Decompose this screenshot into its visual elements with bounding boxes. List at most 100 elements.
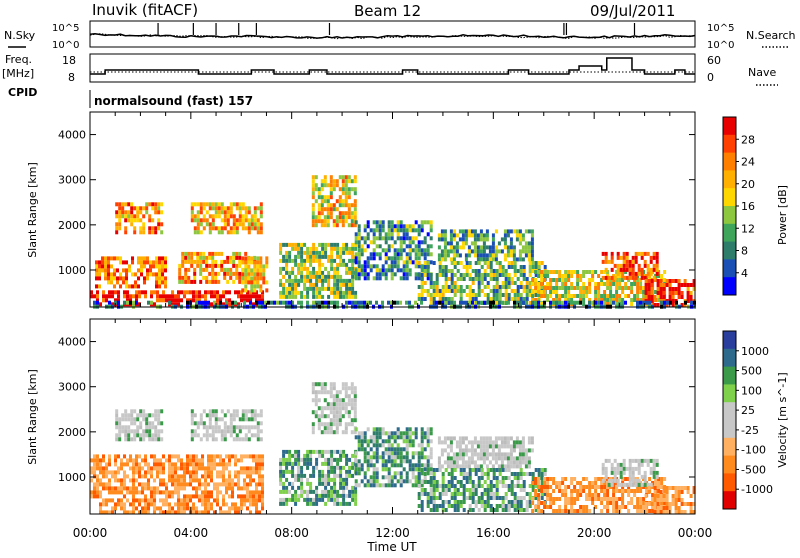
heatmap-cell — [108, 482, 111, 486]
heatmap-cell — [457, 492, 460, 496]
heatmap-cell — [513, 301, 516, 305]
heatmap-cell — [318, 215, 321, 219]
heatmap-cell — [351, 454, 354, 458]
heatmap-cell — [141, 290, 144, 294]
heatmap-cell — [585, 290, 588, 294]
heatmap-cell — [174, 482, 177, 486]
heatmap-cell — [254, 417, 257, 421]
heatmap-cell — [115, 222, 118, 226]
heatmap-cell — [630, 298, 633, 302]
heatmap-cell — [306, 458, 309, 462]
heatmap-cell — [249, 482, 252, 486]
heatmap-cell — [528, 440, 531, 444]
heatmap-cell — [238, 252, 241, 256]
heatmap-cell — [486, 233, 489, 237]
heatmap-cell — [564, 501, 567, 505]
heatmap-cell — [214, 280, 217, 284]
heatmap-cell — [210, 478, 213, 482]
heatmap-cell — [475, 261, 478, 265]
heatmap-cell — [247, 276, 250, 280]
heatmap-cell — [561, 477, 564, 481]
heatmap-cell — [438, 301, 441, 305]
heatmap-cell — [122, 268, 125, 272]
heatmap-cell — [516, 229, 519, 233]
heatmap-cell — [218, 202, 221, 206]
heatmap-cell — [520, 265, 523, 269]
heatmap-cell — [436, 281, 439, 285]
heatmap-cell — [391, 220, 394, 224]
heatmap-cell — [681, 295, 684, 299]
heatmap-cell — [454, 508, 457, 512]
heatmap-cell — [178, 268, 181, 272]
heatmap-cell — [639, 489, 642, 493]
heatmap-cell — [342, 211, 345, 215]
heatmap-cell — [513, 245, 516, 249]
heatmap-cell — [444, 460, 447, 464]
heatmap-cell — [480, 440, 483, 444]
heatmap-cell — [382, 439, 385, 443]
heatmap-cell — [591, 501, 594, 505]
heatmap-cell — [236, 222, 239, 226]
heatmap-cell — [303, 275, 306, 279]
heatmap-cell — [615, 505, 618, 509]
heatmap-cell — [358, 244, 361, 248]
heatmap-cell — [194, 230, 197, 234]
heatmap-cell — [130, 421, 133, 425]
heatmap-cell — [480, 233, 483, 237]
heatmap-cell — [561, 274, 564, 278]
heatmap-cell — [154, 437, 157, 441]
heatmap-cell — [635, 252, 638, 256]
heatmap-cell — [187, 280, 190, 284]
heatmap-cell — [306, 494, 309, 498]
heatmap-cell — [348, 179, 351, 183]
heatmap-cell — [144, 506, 147, 510]
heatmap-cell — [546, 286, 549, 290]
heatmap-cell — [306, 301, 309, 305]
heatmap-cell — [306, 247, 309, 251]
heatmap-cell — [507, 460, 510, 464]
heatmap-cell — [159, 298, 162, 302]
heatmap-cell — [486, 301, 489, 305]
heatmap-cell — [403, 439, 406, 443]
heatmap-cell — [409, 479, 412, 483]
heatmap-cell — [373, 427, 376, 431]
heatmap-cell — [177, 302, 180, 306]
heatmap-cell — [209, 222, 212, 226]
heatmap-cell — [144, 294, 147, 298]
heatmap-cell — [348, 394, 351, 398]
heatmap-cell — [205, 276, 208, 280]
heatmap-cell — [186, 494, 189, 498]
heatmap-cell — [471, 301, 474, 305]
heatmap-cell — [288, 243, 291, 247]
heatmap-cell — [333, 478, 336, 482]
heatmap-cell — [684, 279, 687, 283]
heatmap-cell — [339, 263, 342, 267]
heatmap-cell — [102, 298, 105, 302]
heatmap-cell — [196, 264, 199, 268]
heatmap-cell — [543, 505, 546, 509]
heatmap-cell — [508, 273, 511, 277]
heatmap-cell — [139, 425, 142, 429]
heatmap-cell — [534, 481, 537, 485]
heatmap-cell — [633, 493, 636, 497]
heatmap-cell — [95, 272, 98, 276]
heatmap-cell — [149, 268, 152, 272]
heatmap-cell — [222, 482, 225, 486]
heatmap-cell — [358, 236, 361, 240]
heatmap-cell — [549, 501, 552, 505]
heatmap-cell — [636, 301, 639, 305]
heatmap-cell — [121, 206, 124, 210]
heatmap-cell — [250, 288, 253, 292]
heatmap-cell — [333, 295, 336, 299]
heatmap-cell — [247, 264, 250, 268]
heatmap-cell — [104, 276, 107, 280]
heatmap-cell — [194, 214, 197, 218]
heatmap-cell — [303, 283, 306, 287]
heatmap-cell — [216, 454, 219, 458]
heatmap-cell — [157, 421, 160, 425]
heatmap-cell — [526, 508, 529, 512]
heatmap-cell — [206, 425, 209, 429]
heatmap-cell — [629, 479, 632, 483]
heatmap-cell — [130, 210, 133, 214]
heatmap-cell — [477, 440, 480, 444]
